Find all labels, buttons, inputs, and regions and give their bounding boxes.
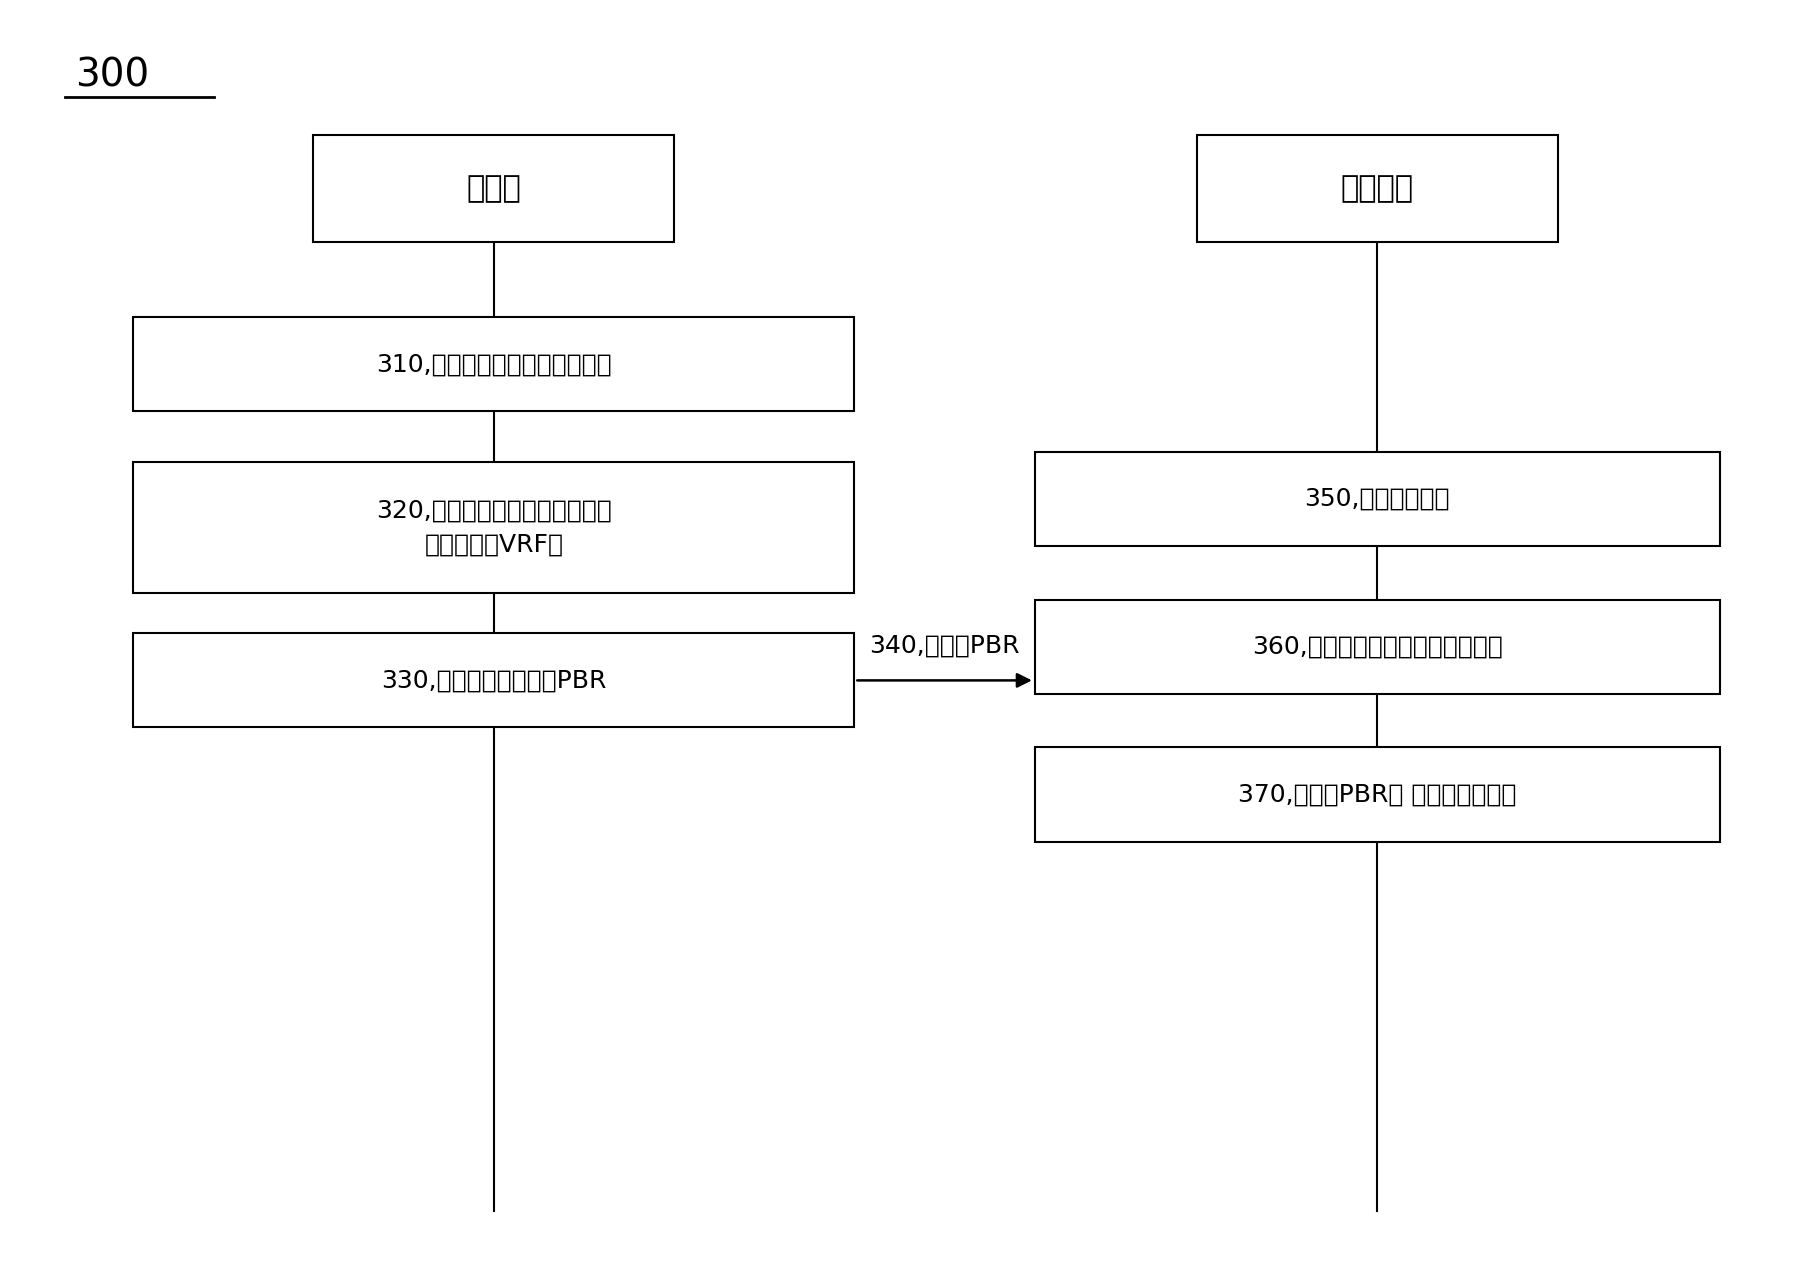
Text: 300: 300 <box>76 57 149 95</box>
Text: 330,确定该业务流量的PBR: 330,确定该业务流量的PBR <box>382 668 607 692</box>
Bar <box>1197 136 1557 242</box>
Bar <box>1034 748 1721 842</box>
Text: 控制器: 控制器 <box>467 174 521 203</box>
Bar <box>1034 451 1721 545</box>
Text: 340,发送该PBR: 340,发送该PBR <box>869 634 1019 658</box>
Bar <box>133 634 854 728</box>
Text: 350,接收业务流量: 350,接收业务流量 <box>1305 487 1450 511</box>
Bar <box>133 317 854 411</box>
Text: 310,确定业务流量的第一优先级: 310,确定业务流量的第一优先级 <box>376 353 612 377</box>
Bar <box>314 136 674 242</box>
Text: 第一设备: 第一设备 <box>1341 174 1414 203</box>
Text: 370,根据该PBR， 发送该业务流量: 370,根据该PBR， 发送该业务流量 <box>1237 782 1517 806</box>
Bar <box>133 462 854 593</box>
Bar <box>1034 600 1721 694</box>
Text: 360,确定该业务流量的第一优先级: 360,确定该业务流量的第一优先级 <box>1252 634 1503 658</box>
Text: 320,确定第一设备的至少两个不
同优先级的VRF组: 320,确定第一设备的至少两个不 同优先级的VRF组 <box>376 498 612 557</box>
